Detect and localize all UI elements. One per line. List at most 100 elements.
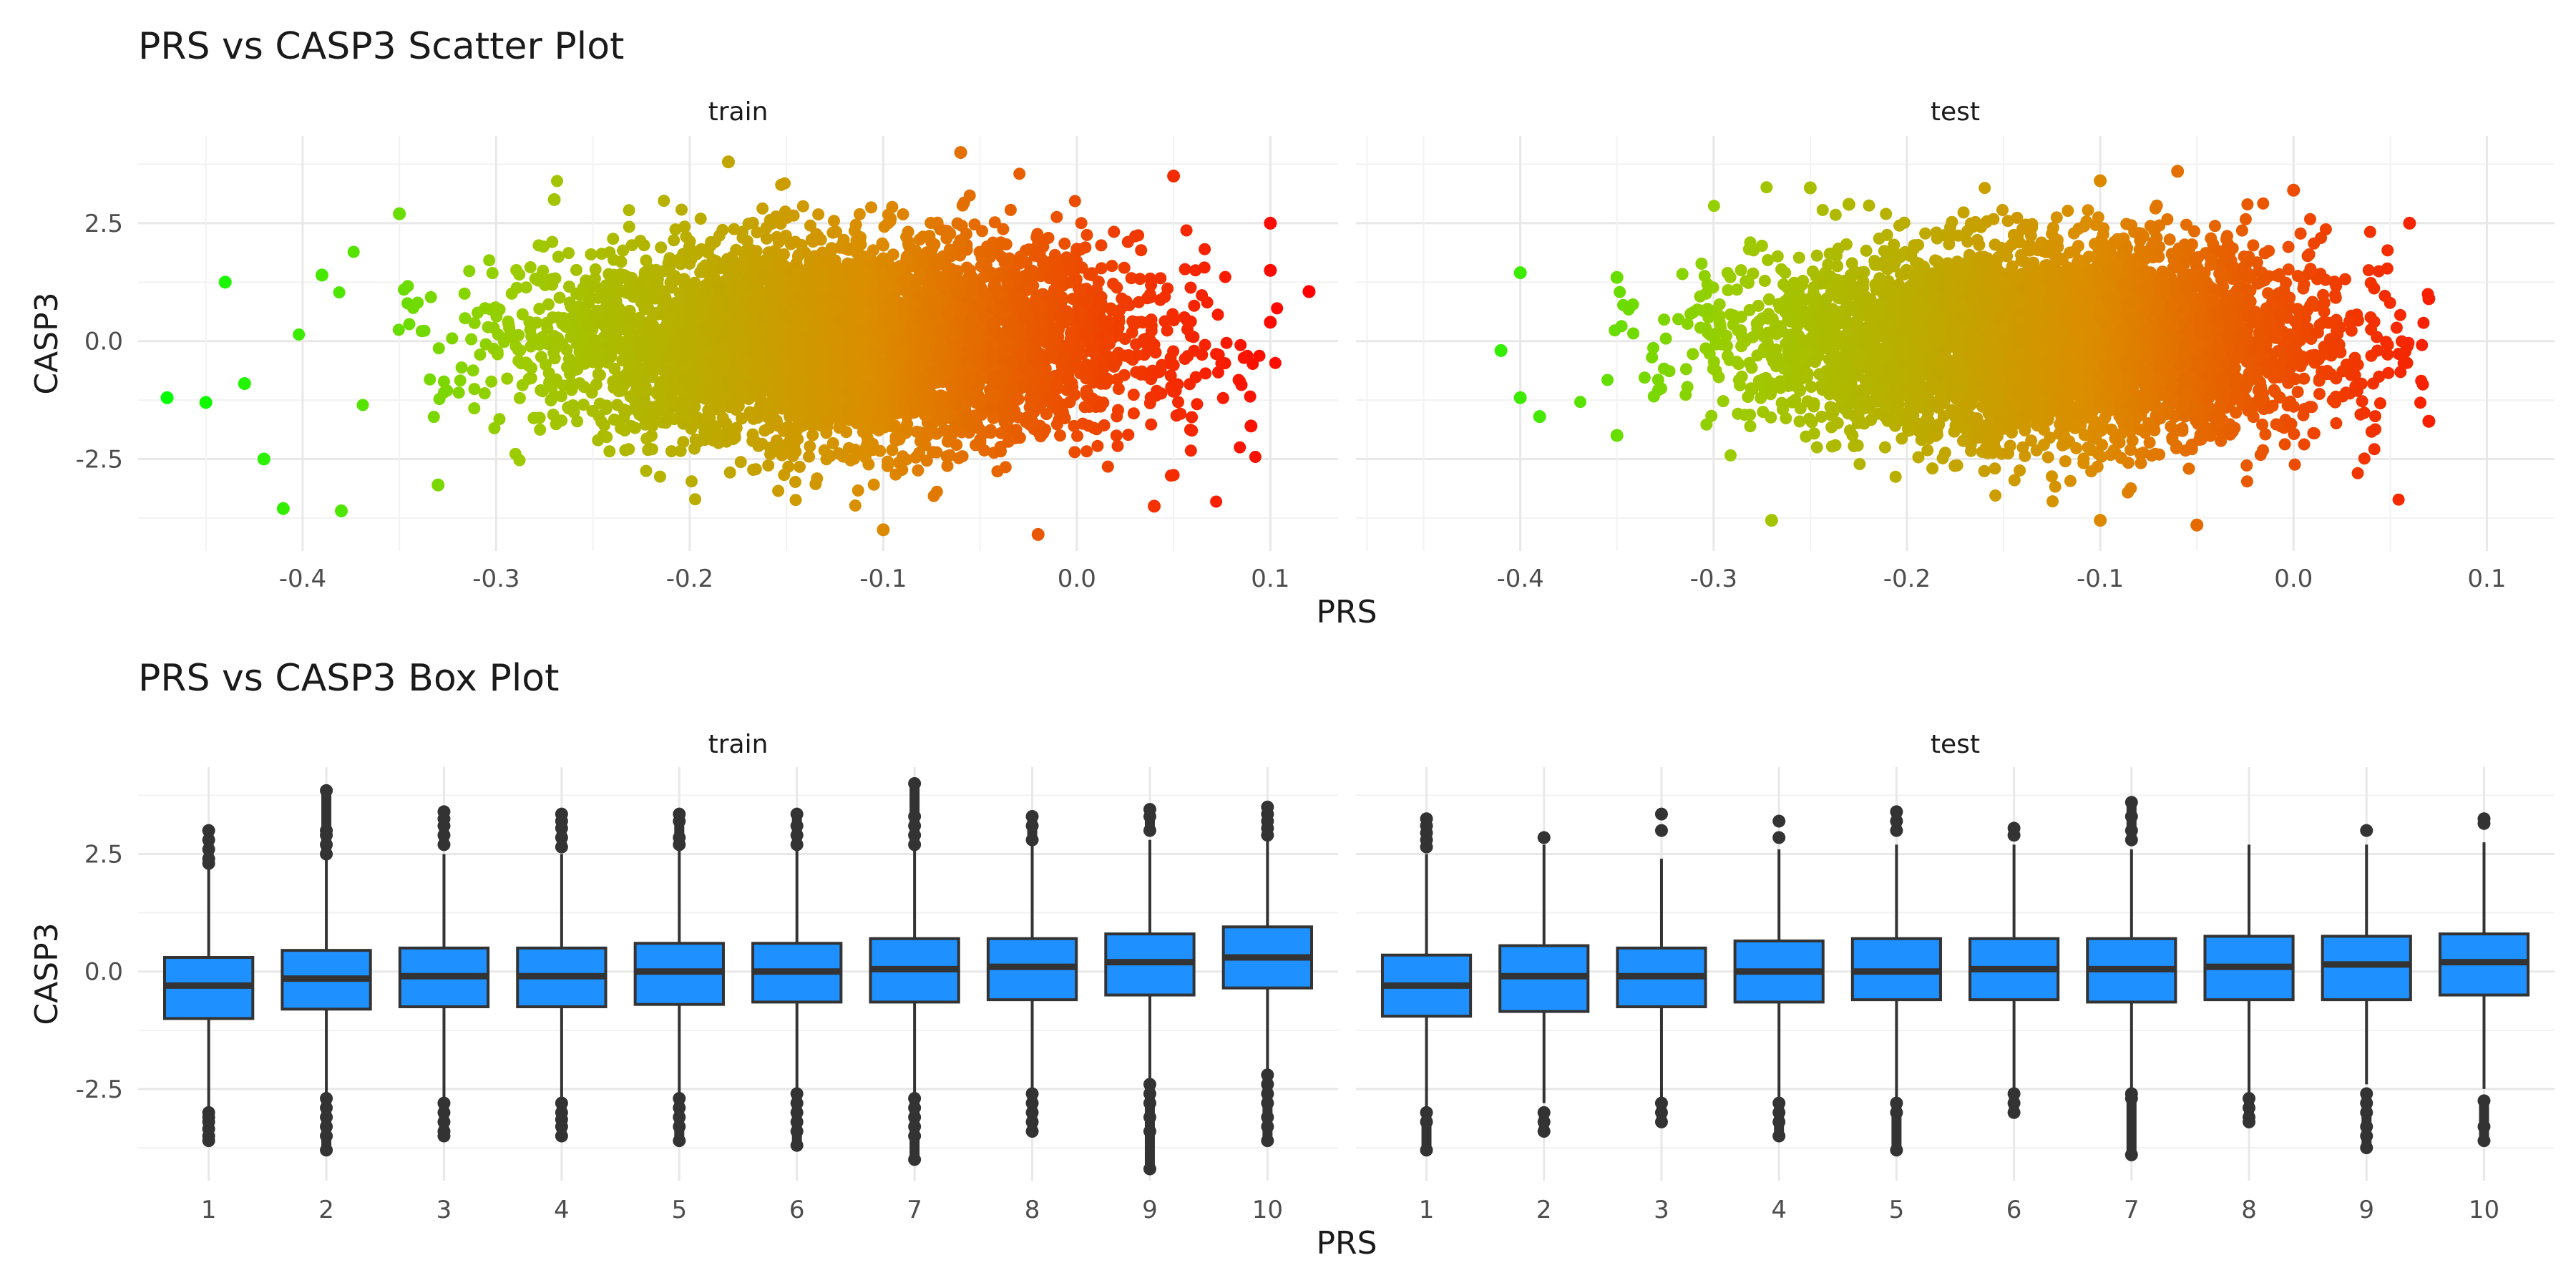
facet-strip-label: test <box>1931 97 1980 127</box>
chart-title-scatter: PRS vs CASP3 Scatter Plot <box>138 25 624 68</box>
box-6 <box>1968 821 2060 1119</box>
scatter-point <box>721 155 735 169</box>
x-tick-label: 6 <box>2006 1196 2022 1224</box>
scatter-point <box>2422 292 2436 306</box>
x-tick-label: -0.4 <box>1496 565 1543 593</box>
scatter-point <box>2422 414 2436 428</box>
scatter-point <box>954 146 967 160</box>
x-tick-label: -0.2 <box>666 565 713 593</box>
box-10 <box>1221 800 1314 1148</box>
x-tick-label: 10 <box>2469 1196 2499 1224</box>
scatter-point <box>2094 174 2107 187</box>
scatter-panel-test: test -0.4 -0.3 -0.2 -0.1 0.0 0.1 <box>1356 97 2555 593</box>
scatter-point <box>2190 518 2204 532</box>
scatter-point <box>1513 266 1527 280</box>
y-axis-label: CASP3 <box>29 922 65 1025</box>
x-tick-label: 2 <box>318 1196 334 1224</box>
y-tick-label: 0.0 <box>84 328 123 356</box>
box-6 <box>751 807 843 1152</box>
scatter-point <box>1513 391 1527 404</box>
x-tick-label: 9 <box>2358 1196 2374 1224</box>
outlier-point <box>1654 824 1668 837</box>
y-tick-label: -2.5 <box>76 1075 123 1104</box>
scatter-point <box>2287 183 2301 197</box>
scatter-point <box>431 478 445 492</box>
box-7 <box>869 776 960 1166</box>
x-tick-label: 0.0 <box>1058 565 1096 593</box>
scatter-point <box>1302 285 1316 298</box>
chart-title-box: PRS vs CASP3 Box Plot <box>138 657 559 700</box>
y-tick-label: -2.5 <box>76 445 123 474</box>
x-tick-label: -0.3 <box>1690 565 1737 593</box>
scatter-point <box>257 452 270 466</box>
box-10 <box>2438 812 2530 1148</box>
scatter-point <box>2094 514 2107 527</box>
box-panel-train: train 1 2 3 4 5 6 7 8 9 10 -2.5 0.0 2.5 <box>76 730 1338 1224</box>
outlier-point <box>2360 824 2373 837</box>
scatter-point <box>160 391 174 404</box>
x-tick-label: 0.1 <box>1251 565 1289 593</box>
scatter-point <box>1610 429 1624 442</box>
box-4 <box>516 807 608 1143</box>
scatter-point <box>1167 170 1181 183</box>
scatter-cloud <box>1574 181 2434 508</box>
outlier-point <box>1654 807 1668 821</box>
box-8 <box>986 809 1078 1138</box>
x-tick-label: 2 <box>1536 1196 1552 1224</box>
x-tick-label: 7 <box>907 1196 922 1224</box>
y-tick-label: 2.5 <box>84 841 123 869</box>
y-tick-label: 2.5 <box>84 210 123 238</box>
scatter-point <box>1610 270 1624 284</box>
x-axis-label: PRS <box>1316 1225 1377 1262</box>
box-2 <box>1498 831 1590 1138</box>
scatter-point <box>393 207 406 220</box>
scatter-point <box>2171 165 2185 178</box>
x-axis-label: PRS <box>1316 594 1377 630</box>
scatter-point <box>2403 216 2416 230</box>
box-4 <box>1733 814 1825 1143</box>
x-tick-label: -0.2 <box>1883 565 1931 593</box>
x-tick-label: 3 <box>1654 1196 1669 1224</box>
scatter-point <box>1264 263 1277 277</box>
box-1 <box>1380 812 1473 1157</box>
scatter-point <box>276 502 290 515</box>
box-9 <box>2321 824 2412 1155</box>
x-tick-label: 0.0 <box>2274 565 2313 593</box>
box-9 <box>1104 803 1196 1176</box>
outlier-point <box>2007 829 2021 842</box>
scatter-point <box>315 268 328 282</box>
x-tick-label: 8 <box>2241 1196 2257 1224</box>
scatter-point <box>1533 410 1546 424</box>
scatter-point <box>1842 197 1855 211</box>
box-5 <box>1850 805 1942 1157</box>
x-tick-label: 8 <box>1025 1196 1040 1224</box>
x-tick-label: 0.1 <box>2467 565 2506 593</box>
outlier-point <box>1772 831 1786 844</box>
box-3 <box>1616 807 1707 1128</box>
box-1 <box>162 824 255 1148</box>
box-body <box>2321 935 2412 1002</box>
x-tick-label: 5 <box>1889 1196 1905 1224</box>
y-axis-label: CASP3 <box>29 292 65 394</box>
x-tick-label: 4 <box>554 1196 570 1224</box>
x-tick-label: 1 <box>1419 1196 1435 1224</box>
scatter-point <box>218 275 232 289</box>
x-tick-label: -0.1 <box>859 565 907 593</box>
box-panel-test: test 1 2 3 4 5 6 7 8 9 10 <box>1356 730 2555 1224</box>
scatter-point <box>199 396 213 409</box>
box-2 <box>280 784 372 1157</box>
scatter-panel-train: train -0.4 -0.3 -0.2 -0.1 0.0 0.1 -2.5 0.0 2.5 <box>76 97 1368 593</box>
box-7 <box>2086 796 2177 1161</box>
x-tick-label: -0.4 <box>279 565 326 593</box>
scatter-point <box>1803 181 1817 195</box>
box-8 <box>2203 844 2295 1128</box>
facet-strip-label: train <box>708 97 769 127</box>
y-tick-label: 0.0 <box>84 958 123 987</box>
outlier-point <box>1772 814 1786 828</box>
x-tick-label: -0.1 <box>2077 565 2124 593</box>
scatter-cloud <box>293 167 1284 512</box>
x-tick-label: 7 <box>2124 1196 2140 1224</box>
x-tick-label: 10 <box>1252 1196 1283 1224</box>
facet-strip-label: train <box>708 730 769 759</box>
